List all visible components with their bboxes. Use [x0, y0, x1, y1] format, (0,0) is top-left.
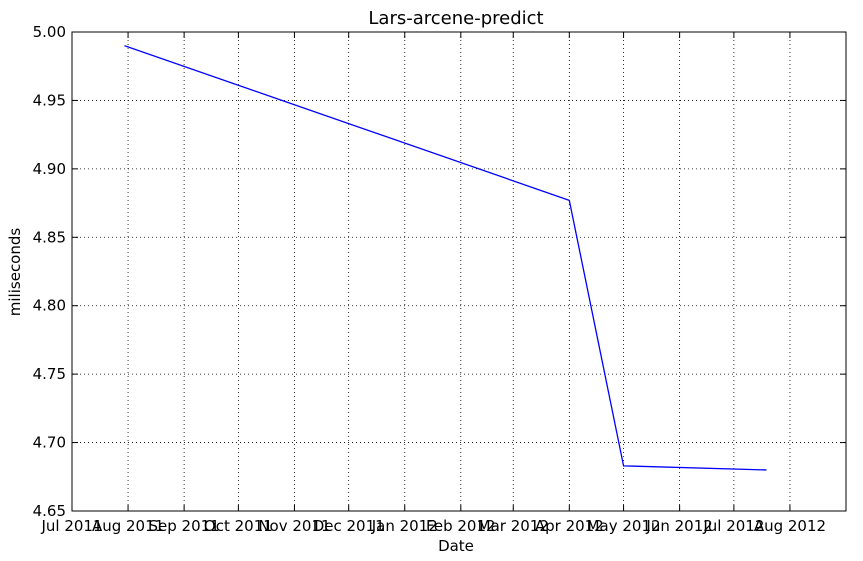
series-layer: [124, 45, 767, 471]
x-tick-label: Dec 2011: [313, 517, 385, 535]
y-tick-label: 4.90: [33, 160, 66, 178]
x-tick-label: Aug 2012: [754, 517, 826, 535]
y-tick-label: 4.70: [33, 434, 66, 452]
y-axis-label: miliseconds: [6, 228, 24, 317]
x-tick-label: Sep 2011: [149, 517, 220, 535]
y-tick-label: 4.95: [33, 91, 66, 109]
y-tick-label: 4.85: [33, 228, 66, 246]
x-tick-label: Jul 2011: [40, 517, 102, 535]
x-axis-label: Date: [438, 537, 474, 555]
tick-marks: [71, 31, 846, 512]
x-tick-label: Mar 2012: [478, 517, 549, 535]
y-tick-label: 4.80: [33, 297, 66, 315]
y-tick-labels: 4.65 4.70 4.75 4.80 4.85 4.90 4.95 5.00: [33, 23, 66, 520]
x-tick-label: Apr 2012: [535, 517, 604, 535]
x-tick-label: Aug 2011: [92, 517, 164, 535]
y-tick-label: 5.00: [33, 23, 66, 41]
x-tick-label: Feb 2012: [426, 517, 496, 535]
chart-title: Lars-arcene-predict: [368, 8, 543, 29]
y-tick-label: 4.65: [33, 502, 66, 520]
y-tick-label: 4.75: [33, 365, 66, 383]
plot-frame: [71, 31, 847, 512]
x-tick-label: Jun 2012: [645, 517, 712, 535]
x-tick-label: Oct 2011: [204, 517, 273, 535]
x-tick-label: Jan 2012: [371, 517, 438, 535]
x-tick-label: Jul 2012: [702, 517, 764, 535]
x-tick-label: Nov 2011: [258, 517, 330, 535]
grid-lines: [71, 31, 846, 512]
x-tick-label: May 2012: [587, 517, 661, 535]
series-line: [124, 45, 767, 471]
